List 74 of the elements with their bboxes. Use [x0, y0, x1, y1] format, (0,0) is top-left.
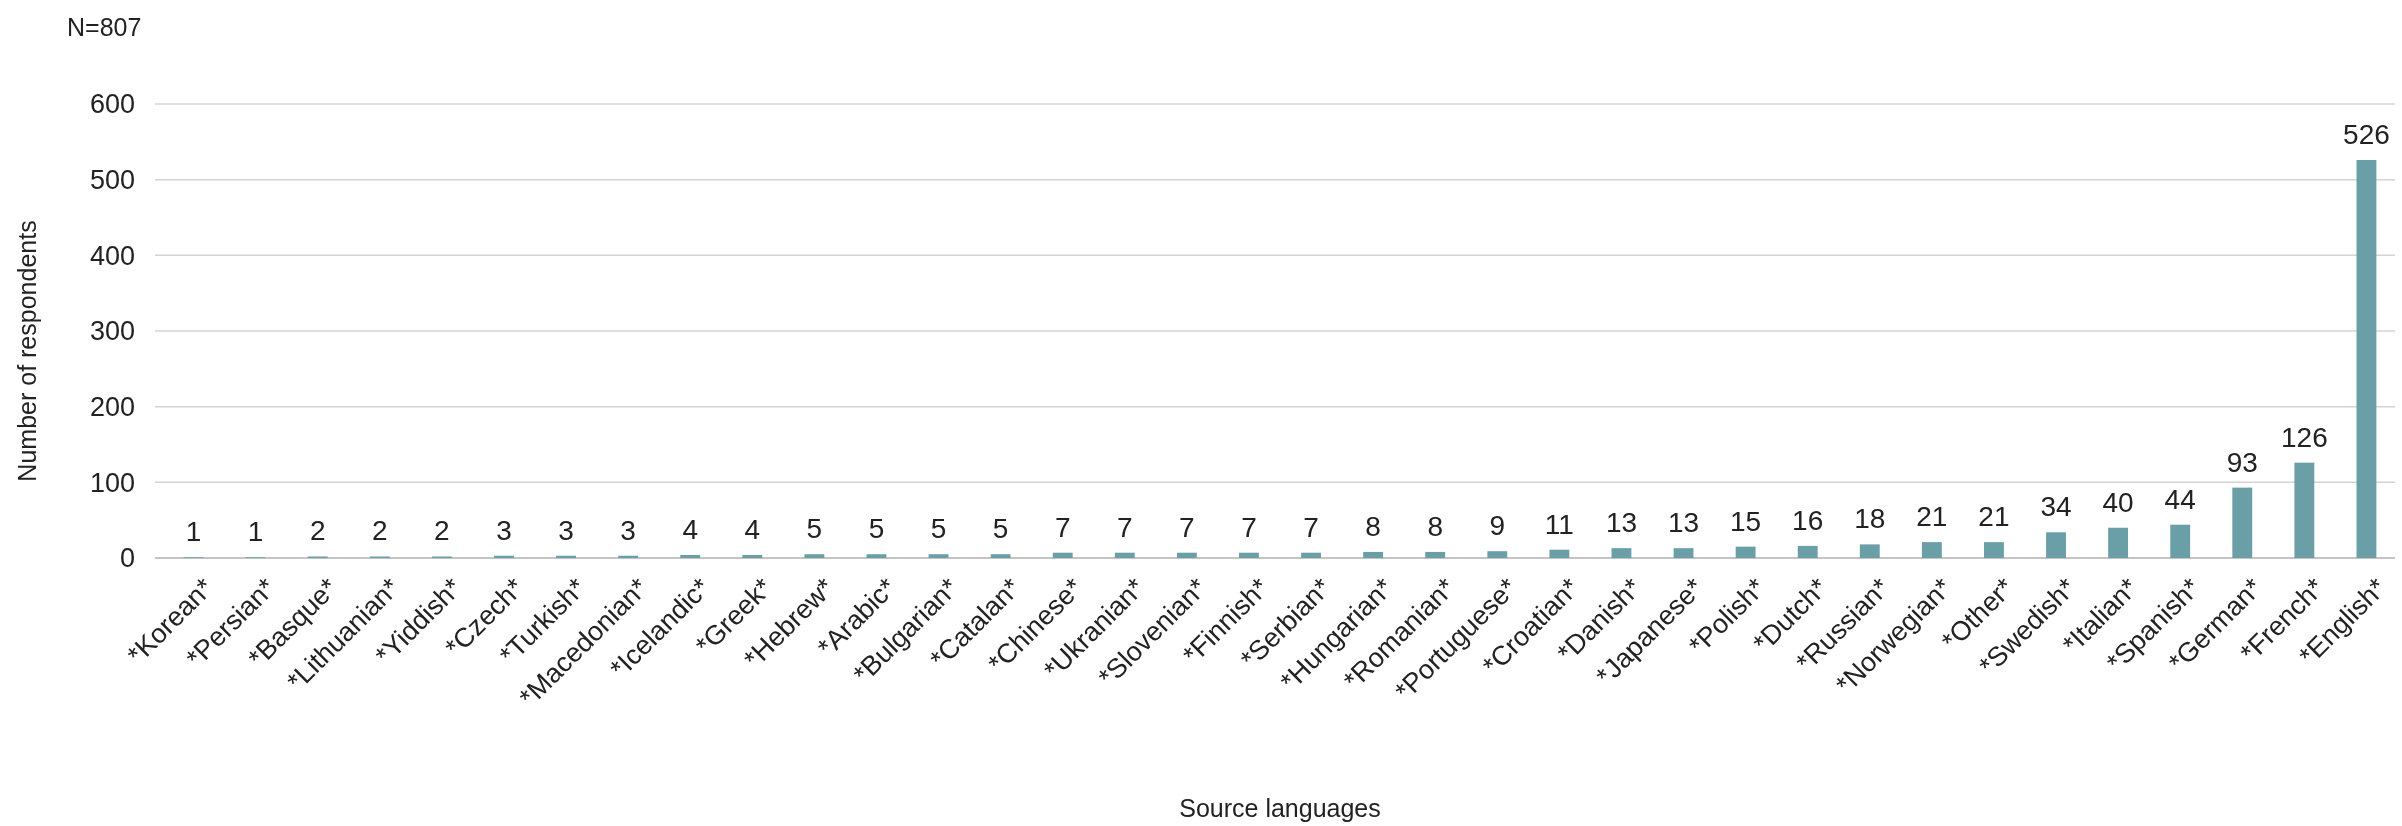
- data-label: 11: [1544, 508, 1574, 540]
- y-tick-label: 600: [89, 89, 135, 120]
- bar: [1921, 542, 1942, 558]
- data-label: 7: [1303, 511, 1319, 543]
- data-label: 7: [1054, 511, 1071, 543]
- data-label: 1: [247, 516, 264, 548]
- y-tick-label: 400: [89, 240, 135, 271]
- y-tick-label: 100: [89, 467, 135, 498]
- bar: [1797, 545, 1818, 558]
- data-label: 9: [1489, 510, 1506, 542]
- data-label: 126: [2281, 421, 2328, 453]
- bar: [1425, 551, 1446, 558]
- data-label: 44: [2164, 483, 2196, 515]
- data-label: 5: [868, 513, 885, 545]
- bar: [2170, 524, 2191, 558]
- data-label: 1: [185, 516, 202, 548]
- bar: [804, 554, 825, 558]
- bar: [2294, 462, 2315, 558]
- y-tick-label: 300: [89, 316, 135, 347]
- data-label: 3: [496, 514, 512, 546]
- data-label: 2: [309, 515, 326, 547]
- bar: [1114, 552, 1135, 558]
- data-label: 21: [1978, 501, 2010, 533]
- bar: [2108, 527, 2129, 558]
- data-label: 2: [434, 515, 450, 547]
- bar: [680, 554, 701, 558]
- bar: [1363, 551, 1384, 558]
- bar: [2356, 159, 2377, 558]
- bar: [1735, 546, 1756, 558]
- data-label: 13: [1667, 507, 1700, 539]
- bar: [1487, 551, 1508, 558]
- data-label: 8: [1365, 510, 1381, 542]
- data-label: 5: [806, 513, 823, 545]
- data-label: 16: [1792, 504, 1824, 536]
- bar: [866, 554, 887, 558]
- bar: [2232, 487, 2253, 558]
- x-axis-title: Source languages: [1179, 794, 1381, 822]
- data-label: 7: [1117, 511, 1133, 543]
- data-label: 7: [1241, 511, 1257, 543]
- bar: [742, 554, 763, 558]
- bar: [1239, 552, 1259, 558]
- data-label: 7: [1179, 511, 1195, 543]
- data-label: 8: [1427, 510, 1443, 542]
- y-tick-label: 0: [119, 543, 135, 574]
- text: N=807: [67, 13, 142, 41]
- data-label: 3: [620, 514, 636, 546]
- data-label: 13: [1605, 507, 1638, 539]
- data-label: 4: [744, 513, 761, 545]
- data-label: 15: [1730, 505, 1762, 537]
- y-tick-label: 200: [89, 392, 135, 423]
- data-label: 34: [2040, 491, 2072, 523]
- bar: [1301, 552, 1321, 558]
- bar: [1859, 544, 1880, 558]
- data-label: 18: [1854, 503, 1886, 535]
- bar: [1673, 548, 1694, 558]
- bar: [1176, 552, 1197, 558]
- bar: [928, 554, 949, 558]
- bar: [990, 554, 1011, 558]
- data-label: 3: [558, 514, 574, 546]
- bar: [1052, 552, 1073, 558]
- y-tick-label: 500: [89, 165, 135, 196]
- data-label: 526: [2343, 118, 2390, 150]
- data-label: 4: [682, 513, 699, 545]
- data-label: 93: [2226, 446, 2258, 478]
- bar: [1984, 542, 2004, 558]
- bar: [2046, 532, 2066, 558]
- data-label: 40: [2102, 486, 2134, 518]
- data-label: 21: [1916, 501, 1948, 533]
- data-label: 5: [930, 513, 947, 545]
- y-axis-title: Number of respondents: [13, 220, 41, 482]
- bar: [1611, 548, 1632, 558]
- bar: [1549, 549, 1570, 558]
- data-label: 5: [992, 513, 1009, 545]
- data-label: 2: [372, 515, 388, 547]
